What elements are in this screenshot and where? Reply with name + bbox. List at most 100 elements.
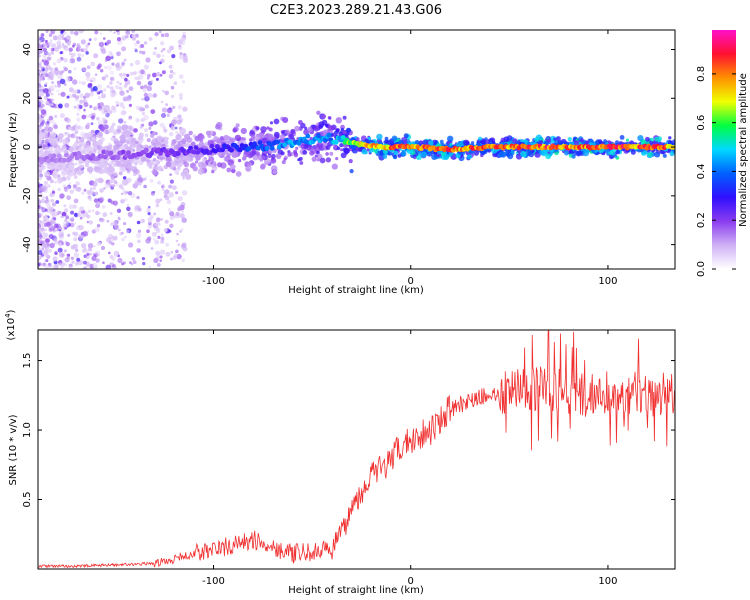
heatmap-cell xyxy=(177,141,182,145)
heatmap-cell xyxy=(38,76,44,82)
heatmap-cell xyxy=(38,245,41,250)
heatmap-cell xyxy=(115,100,120,105)
heatmap-cell xyxy=(161,113,166,118)
heatmap-cell xyxy=(180,42,184,45)
heatmap-cell xyxy=(579,138,584,143)
heatmap-cell xyxy=(133,71,137,75)
heatmap-cell xyxy=(288,133,294,140)
heatmap-cell xyxy=(76,56,82,62)
heatmap-cell xyxy=(143,114,149,121)
heatmap-cell xyxy=(182,54,188,60)
heatmap-cell xyxy=(54,163,60,168)
heatmap-cell xyxy=(150,109,156,114)
heatmap-cell xyxy=(258,133,264,139)
heatmap-cell xyxy=(309,150,315,156)
heatmap-cell xyxy=(74,126,80,131)
heatmap-cell xyxy=(160,50,163,53)
heatmap-cell xyxy=(68,223,72,227)
heatmap-cell xyxy=(119,135,125,141)
spectrogram-y-label: Frequency (Hz) xyxy=(8,112,19,188)
heatmap-cell xyxy=(110,175,115,180)
heatmap-cell xyxy=(506,135,513,142)
heatmap-cell xyxy=(136,232,142,239)
heatmap-cell xyxy=(117,62,120,65)
heatmap-cell xyxy=(83,254,88,258)
heatmap-cell xyxy=(108,251,111,255)
heatmap-cell xyxy=(137,207,142,212)
heatmap-cell xyxy=(217,162,223,168)
snr-plot-area xyxy=(38,330,675,569)
heatmap-cell xyxy=(126,203,130,207)
heatmap-cell xyxy=(97,96,101,100)
heatmap-cell xyxy=(65,118,71,123)
heatmap-cell xyxy=(105,105,111,111)
heatmap-cell xyxy=(108,144,113,149)
heatmap-cell xyxy=(94,73,98,76)
heatmap-cell xyxy=(96,241,102,246)
heatmap-cell xyxy=(173,253,178,258)
heatmap-cell xyxy=(99,32,103,35)
heatmap-cell xyxy=(143,184,147,189)
heatmap-cell xyxy=(127,207,131,211)
heatmap-cell xyxy=(68,182,72,185)
heatmap-cell xyxy=(157,180,161,185)
heatmap-cell xyxy=(316,142,324,149)
heatmap-cell xyxy=(84,92,90,99)
heatmap-cell xyxy=(108,233,114,240)
heatmap-cell xyxy=(181,210,184,213)
heatmap-cell xyxy=(132,149,136,152)
heatmap-cell xyxy=(439,139,444,144)
heatmap-cell xyxy=(63,58,68,63)
heatmap-cell xyxy=(550,139,555,144)
heatmap-cell xyxy=(155,71,161,77)
heatmap-cell xyxy=(160,41,165,46)
heatmap-cell xyxy=(67,134,72,138)
y-tick-label: 40 xyxy=(22,43,33,56)
heatmap-cell xyxy=(170,251,174,254)
heatmap-cell xyxy=(103,78,106,81)
heatmap-cell xyxy=(662,153,667,158)
heatmap-cell xyxy=(51,43,57,48)
heatmap-cell xyxy=(151,131,156,136)
heatmap-cell xyxy=(391,135,398,142)
heatmap-cell xyxy=(101,117,106,122)
heatmap-cell xyxy=(299,161,304,165)
heatmap-cell xyxy=(142,261,146,266)
heatmap-cell xyxy=(72,89,78,95)
heatmap-cell xyxy=(40,263,44,267)
heatmap-cell xyxy=(38,208,41,212)
heatmap-cell xyxy=(237,158,242,163)
heatmap-cell xyxy=(45,125,50,130)
heatmap-cell xyxy=(150,191,155,196)
heatmap-cell xyxy=(152,120,158,125)
heatmap-cell xyxy=(126,95,132,102)
heatmap-cell xyxy=(531,149,535,153)
heatmap-cell xyxy=(123,121,127,124)
heatmap-cell xyxy=(191,149,197,155)
heatmap-cell xyxy=(333,139,339,145)
heatmap-cell xyxy=(103,154,108,160)
heatmap-cell xyxy=(85,262,91,267)
heatmap-cell xyxy=(140,117,146,123)
heatmap-cell xyxy=(52,226,56,230)
heatmap-cell xyxy=(53,174,58,180)
heatmap-cell xyxy=(74,155,80,161)
heatmap-cell xyxy=(257,154,263,161)
heatmap-cell xyxy=(242,137,246,141)
heatmap-cell xyxy=(108,163,112,168)
heatmap-cell xyxy=(156,135,163,142)
heatmap-cell xyxy=(136,248,141,253)
heatmap-cell xyxy=(141,111,146,116)
heatmap-cell xyxy=(122,190,128,195)
heatmap-cell xyxy=(82,231,89,237)
heatmap-cell xyxy=(53,240,58,245)
heatmap-cell xyxy=(93,245,96,248)
heatmap-cell xyxy=(103,88,107,92)
heatmap-cell xyxy=(123,84,128,88)
heatmap-cell xyxy=(295,146,299,150)
heatmap-cell xyxy=(564,150,569,156)
heatmap-cell xyxy=(647,152,653,158)
heatmap-cell xyxy=(58,92,61,96)
heatmap-cell xyxy=(73,237,78,242)
heatmap-cell xyxy=(165,161,172,168)
